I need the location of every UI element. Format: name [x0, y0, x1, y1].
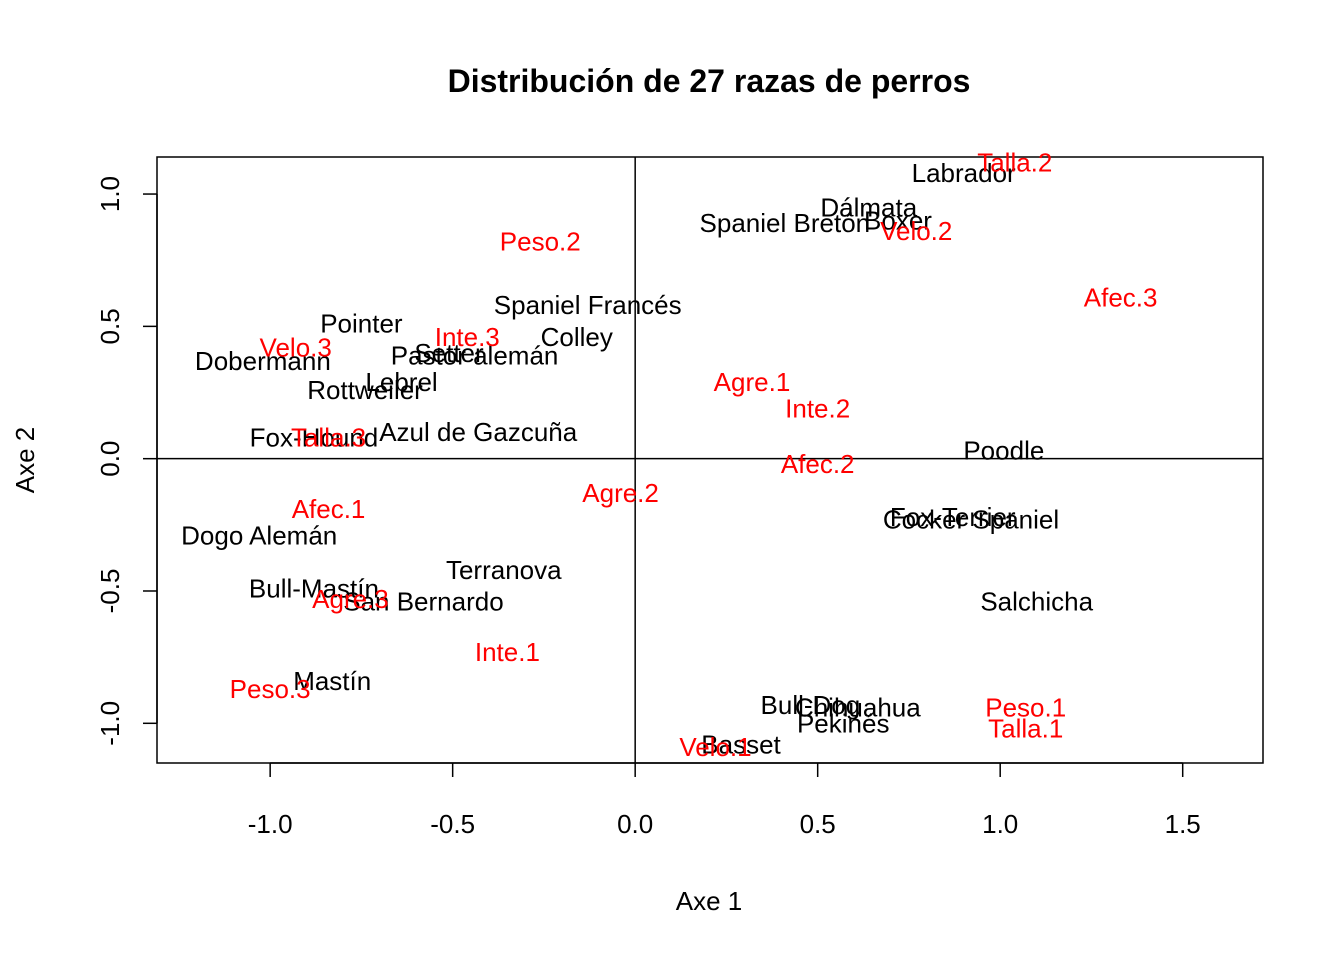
breed-label: Dálmata	[820, 192, 917, 222]
breed-label: San Bernardo	[343, 587, 503, 617]
category-label: Agre.3	[312, 584, 389, 614]
category-label: Inte.3	[435, 322, 500, 352]
category-label: Talla.1	[988, 714, 1063, 744]
chart-title: Distribución de 27 razas de perros	[448, 63, 971, 99]
category-label: Talla.2	[977, 147, 1052, 177]
breed-label: Terranova	[446, 555, 562, 585]
breed-label: Dobermann	[195, 346, 331, 376]
y-tick-label: 0.5	[95, 308, 125, 344]
x-axis: -1.0 -0.5 0.0 0.5 1.0 1.5	[248, 762, 1201, 839]
breed-label: Pastor alemán	[391, 340, 559, 370]
x-tick-label: 0.0	[617, 809, 653, 839]
breed-label: Poodle	[963, 436, 1044, 466]
category-label: Talla.3	[291, 423, 366, 453]
y-tick-label: -1.0	[95, 701, 125, 746]
y-axis-label: Axe 2	[10, 427, 40, 494]
category-label: Afec.1	[292, 494, 366, 524]
breed-label: Salchicha	[980, 587, 1093, 617]
reference-lines	[157, 157, 1263, 763]
breed-label: Cocker Spaniel	[883, 505, 1059, 535]
x-tick-label: 0.5	[800, 809, 836, 839]
y-tick-label: 1.0	[95, 176, 125, 212]
breed-label: Azul de Gazcuña	[379, 417, 578, 447]
breed-label: Colley	[541, 322, 613, 352]
category-label: Inte.2	[785, 393, 850, 423]
breed-label: Fox-Terrier	[890, 502, 1016, 532]
category-label: Inte.1	[475, 637, 540, 667]
category-label: Velo.1	[679, 732, 751, 762]
breed-label: Dogo Alemán	[181, 520, 337, 550]
breed-label: Pointer	[320, 309, 403, 339]
category-label: Velo.3	[260, 333, 332, 363]
y-tick-label: 0.0	[95, 441, 125, 477]
breed-label: Fox-Hound	[250, 423, 379, 453]
category-label: Velo.2	[880, 216, 952, 246]
breed-label: Lebrel	[365, 367, 437, 397]
category-label: Afec.3	[1084, 282, 1158, 312]
breed-label: Basset	[701, 729, 781, 759]
breed-label: Spaniel Francés	[494, 290, 682, 320]
category-label: Peso.2	[500, 227, 581, 257]
x-tick-label: 1.0	[982, 809, 1018, 839]
category-label: Peso.1	[985, 692, 1066, 722]
category-label: Afec.2	[781, 449, 855, 479]
breed-label: Chihuahua	[795, 692, 921, 722]
breed-label: Pekinés	[797, 708, 890, 738]
y-axis: -1.0 -0.5 0.0 0.5 1.0	[95, 176, 158, 746]
category-label: Agre.1	[714, 367, 791, 397]
x-tick-label: -0.5	[430, 809, 475, 839]
x-tick-label: 1.5	[1165, 809, 1201, 839]
breed-label: Setter	[414, 338, 484, 368]
breed-label: Bull-Dog	[761, 690, 861, 720]
breed-label: Mastín	[293, 666, 371, 696]
breed-label: Rottweiler	[307, 375, 423, 405]
category-label: Peso.3	[230, 674, 311, 704]
breed-label: Labrador	[912, 158, 1016, 188]
category-label: Agre.2	[582, 478, 659, 508]
breed-label: Spaniel Bretón	[700, 208, 871, 238]
breed-label: Bull-Mastín	[249, 573, 379, 603]
y-tick-label: -0.5	[95, 569, 125, 614]
breed-label: Boxer	[864, 206, 932, 236]
x-tick-label: -1.0	[248, 809, 293, 839]
x-axis-label: Axe 1	[676, 886, 743, 916]
